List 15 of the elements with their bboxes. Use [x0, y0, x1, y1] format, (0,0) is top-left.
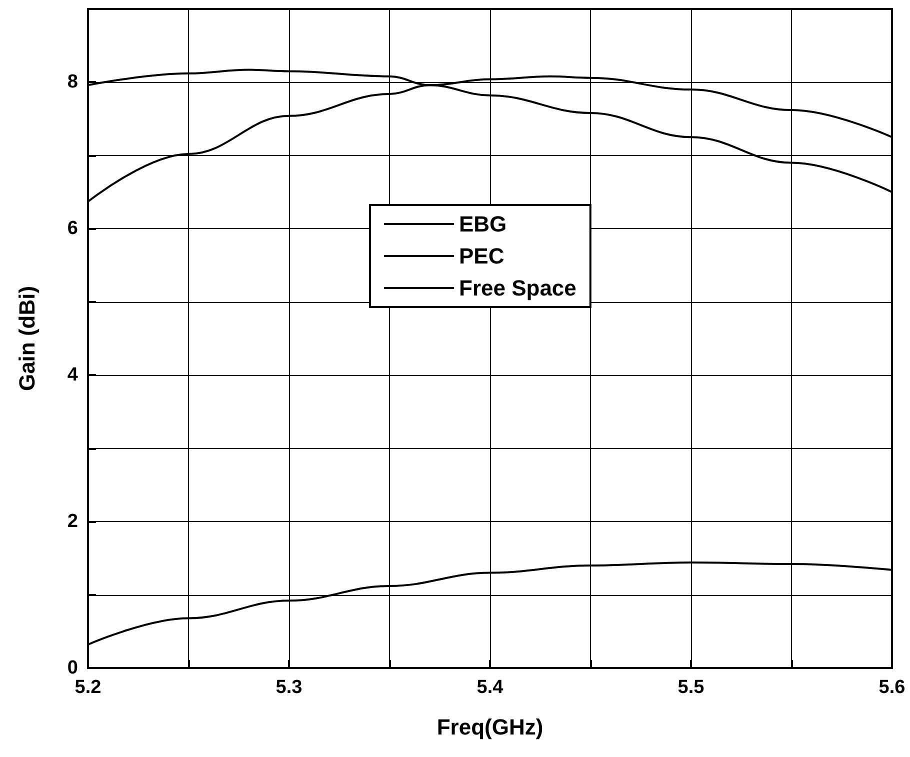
- legend-label: EBG: [459, 212, 507, 236]
- y-axis-title: Gain (dBi): [14, 286, 40, 392]
- x-tick-label: 5.5: [678, 677, 705, 698]
- y-tick-label: 2: [67, 511, 78, 532]
- x-tick-label: 5.2: [74, 677, 102, 698]
- y-tick-label: 8: [67, 72, 78, 93]
- x-tick-label: 5.6: [878, 677, 906, 698]
- y-tick-label: 6: [67, 218, 78, 240]
- legend-label: Free Space: [459, 276, 576, 300]
- y-tick-label: 0: [67, 658, 78, 678]
- y-tick-label: 4: [67, 364, 78, 386]
- x-axis-title: Freq(GHz): [436, 714, 544, 740]
- x-tick-label: 5.4: [476, 677, 504, 698]
- x-tick-label: 5.3: [276, 677, 302, 698]
- legend-label: PEC: [459, 244, 504, 268]
